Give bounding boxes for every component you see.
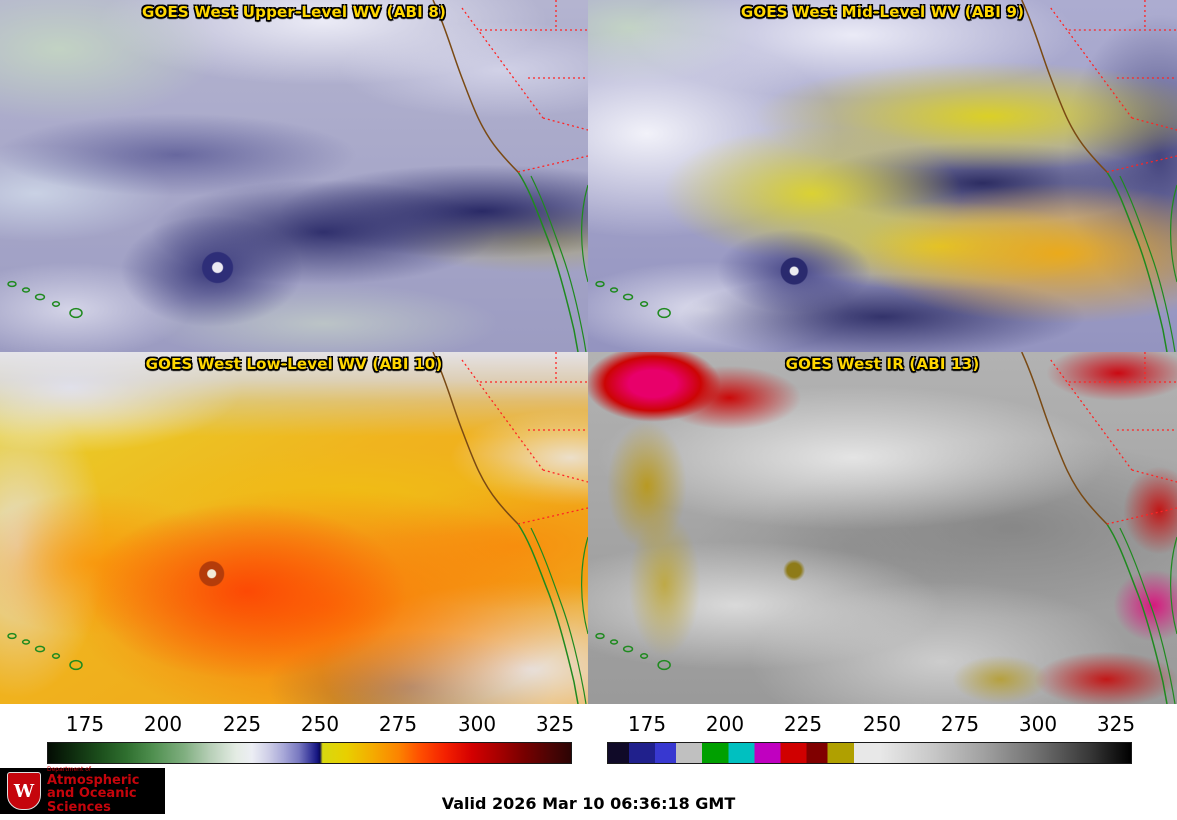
hawaii-islands <box>7 632 83 671</box>
crest-letter: W <box>13 780 35 802</box>
mid-level-wv-image <box>588 0 1177 352</box>
uw-aos-logo: W Department of Atmospheric and Oceanic … <box>0 766 165 815</box>
panel-low-level-wv: GOES West Low-Level WV (ABI 10) <box>0 352 588 704</box>
colorbar-section: 175 200 225 250 275 300 325 175 200 225 … <box>0 704 1177 766</box>
coastline-overlay <box>7 352 588 704</box>
tick-label: 200 <box>705 712 745 736</box>
valid-time-label: Valid 2026 Mar 10 06:36:18 GMT <box>441 794 736 813</box>
logo-line-1: Atmospheric <box>47 772 140 788</box>
footer: W Department of Atmospheric and Oceanic … <box>0 766 1177 820</box>
hawaii-islands <box>595 632 671 671</box>
ir-colorbar: 175 200 225 250 275 300 325 <box>589 704 1177 766</box>
tick-label: 200 <box>143 712 183 736</box>
uw-crest-icon: W <box>7 772 41 810</box>
low-level-wv-image <box>0 352 588 704</box>
panel-title-low-wv: GOES West Low-Level WV (ABI 10) <box>145 355 443 373</box>
ir-colorbar-gradient <box>607 742 1132 764</box>
ir-image <box>588 352 1177 704</box>
tick-label: 250 <box>300 712 340 736</box>
logo-dept-label: Department of <box>47 766 91 774</box>
tick-label: 275 <box>940 712 980 736</box>
panel-ir: GOES West IR (ABI 13) <box>588 352 1177 704</box>
tick-label: 325 <box>1096 712 1136 736</box>
panel-title-mid-wv: GOES West Mid-Level WV (ABI 9) <box>740 3 1025 21</box>
tick-label: 300 <box>1018 712 1058 736</box>
wv-colorbar-gradient <box>47 742 572 764</box>
panel-mid-level-wv: GOES West Mid-Level WV (ABI 9) <box>588 0 1177 352</box>
panel-upper-level-wv: GOES West Upper-Level WV (ABI 8) <box>0 0 588 352</box>
panel-title-upper-wv: GOES West Upper-Level WV (ABI 8) <box>141 3 447 21</box>
tick-label: 325 <box>535 712 575 736</box>
panel-grid: GOES West Upper-Level WV (ABI 8) <box>0 0 1177 704</box>
tick-label: 225 <box>222 712 262 736</box>
tick-label: 300 <box>457 712 497 736</box>
tick-label: 175 <box>627 712 667 736</box>
hawaii-islands <box>7 280 83 319</box>
tick-label: 275 <box>378 712 418 736</box>
tick-label: 175 <box>65 712 105 736</box>
wv-colorbar: 175 200 225 250 275 300 325 <box>0 704 588 766</box>
tick-label: 225 <box>783 712 823 736</box>
logo-text: Department of Atmospheric and Oceanic Sc… <box>47 766 158 815</box>
coastline-overlay <box>595 352 1177 704</box>
tick-label: 250 <box>862 712 902 736</box>
panel-title-ir: GOES West IR (ABI 13) <box>785 355 980 373</box>
coastline-overlay <box>7 0 588 352</box>
logo-line-2: and Oceanic Sciences <box>47 786 137 815</box>
coastline-overlay <box>595 0 1177 352</box>
upper-level-wv-image <box>0 0 588 352</box>
hawaii-islands <box>595 280 671 319</box>
